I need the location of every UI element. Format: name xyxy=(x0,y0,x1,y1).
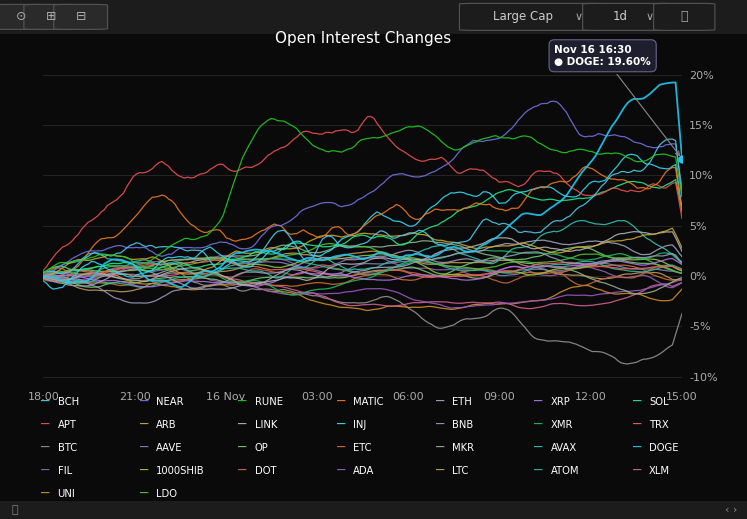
Text: —: — xyxy=(140,441,148,455)
Text: MKR: MKR xyxy=(452,443,474,453)
Text: —: — xyxy=(534,441,542,455)
Text: RUNE: RUNE xyxy=(255,397,282,407)
Text: —: — xyxy=(337,464,345,477)
Text: —: — xyxy=(436,464,444,477)
Text: SOL: SOL xyxy=(649,397,669,407)
Text: ∨: ∨ xyxy=(575,12,583,22)
Text: —: — xyxy=(238,418,247,432)
Text: —: — xyxy=(140,487,148,500)
Text: —: — xyxy=(633,395,641,409)
Text: LINK: LINK xyxy=(255,420,277,430)
Text: XMR: XMR xyxy=(551,420,573,430)
Text: ⤢: ⤢ xyxy=(681,10,688,23)
Text: UNI: UNI xyxy=(58,488,75,499)
FancyBboxPatch shape xyxy=(0,4,48,30)
Text: AVAX: AVAX xyxy=(551,443,577,453)
Title: Open Interest Changes: Open Interest Changes xyxy=(275,31,450,46)
Text: —: — xyxy=(337,395,345,409)
Text: BTC: BTC xyxy=(58,443,77,453)
FancyBboxPatch shape xyxy=(654,4,715,30)
FancyBboxPatch shape xyxy=(583,4,676,30)
Text: —: — xyxy=(436,418,444,432)
Text: —: — xyxy=(41,395,49,409)
Text: ∨: ∨ xyxy=(646,12,654,22)
Text: —: — xyxy=(534,464,542,477)
Text: AAVE: AAVE xyxy=(156,443,182,453)
Text: —: — xyxy=(534,418,542,432)
Text: Large Cap: Large Cap xyxy=(493,10,553,23)
Text: —: — xyxy=(436,395,444,409)
Text: —: — xyxy=(238,464,247,477)
Text: —: — xyxy=(337,418,345,432)
Text: ETH: ETH xyxy=(452,397,471,407)
Text: —: — xyxy=(41,441,49,455)
Text: —: — xyxy=(633,464,641,477)
Text: DOT: DOT xyxy=(255,466,276,476)
Text: —: — xyxy=(41,487,49,500)
Text: BCH: BCH xyxy=(58,397,78,407)
FancyBboxPatch shape xyxy=(459,4,605,30)
Text: INJ: INJ xyxy=(353,420,367,430)
Text: ⊞: ⊞ xyxy=(46,10,56,23)
Text: Nov 16 16:30
● DOGE: 19.60%: Nov 16 16:30 ● DOGE: 19.60% xyxy=(554,45,680,156)
Text: —: — xyxy=(633,441,641,455)
Text: —: — xyxy=(337,441,345,455)
Text: APT: APT xyxy=(58,420,76,430)
Text: —: — xyxy=(238,395,247,409)
Text: 1000SHIB: 1000SHIB xyxy=(156,466,205,476)
Text: ⊙: ⊙ xyxy=(16,10,26,23)
Text: —: — xyxy=(140,395,148,409)
Text: ‹ ›: ‹ › xyxy=(725,505,737,515)
Text: —: — xyxy=(41,418,49,432)
Text: 1d: 1d xyxy=(613,10,627,23)
FancyBboxPatch shape xyxy=(24,4,78,30)
Text: ⓘ: ⓘ xyxy=(11,505,18,515)
Text: TRX: TRX xyxy=(649,420,669,430)
Text: ATOM: ATOM xyxy=(551,466,579,476)
Text: DOGE: DOGE xyxy=(649,443,678,453)
Text: MATIC: MATIC xyxy=(353,397,384,407)
Text: —: — xyxy=(436,441,444,455)
FancyBboxPatch shape xyxy=(54,4,108,30)
Text: ETC: ETC xyxy=(353,443,372,453)
Text: ADA: ADA xyxy=(353,466,375,476)
Text: XLM: XLM xyxy=(649,466,670,476)
Text: XRP: XRP xyxy=(551,397,570,407)
Text: —: — xyxy=(238,441,247,455)
Text: ⊟: ⊟ xyxy=(75,10,86,23)
Text: —: — xyxy=(140,418,148,432)
Text: ARB: ARB xyxy=(156,420,177,430)
Text: FIL: FIL xyxy=(58,466,72,476)
Text: BNB: BNB xyxy=(452,420,473,430)
Text: OP: OP xyxy=(255,443,268,453)
Text: LTC: LTC xyxy=(452,466,468,476)
Text: NEAR: NEAR xyxy=(156,397,184,407)
Text: LDO: LDO xyxy=(156,488,177,499)
Text: —: — xyxy=(534,395,542,409)
Text: —: — xyxy=(633,418,641,432)
Text: —: — xyxy=(41,464,49,477)
Text: —: — xyxy=(140,464,148,477)
